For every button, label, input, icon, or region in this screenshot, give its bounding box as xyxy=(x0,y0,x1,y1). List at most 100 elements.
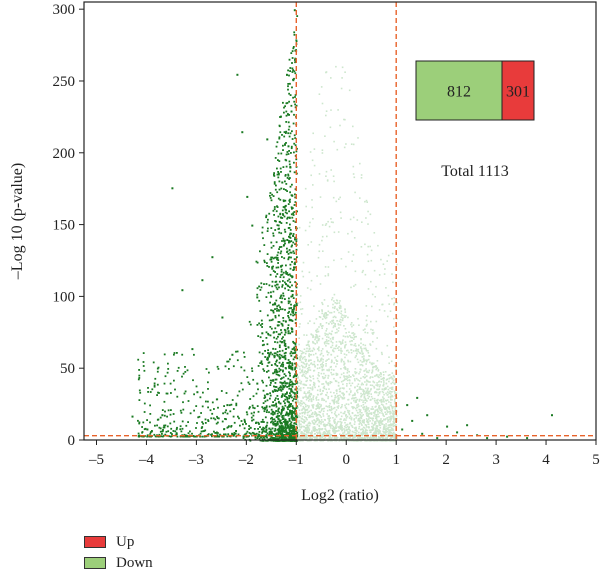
not-significant-point xyxy=(304,411,307,414)
not-significant-point xyxy=(333,437,336,440)
not-significant-point xyxy=(389,387,391,389)
significant-point xyxy=(238,390,241,393)
significant-point xyxy=(293,407,296,410)
not-significant-point xyxy=(369,390,371,393)
significant-point xyxy=(227,426,230,428)
significant-point xyxy=(283,440,286,442)
not-significant-point xyxy=(342,335,345,337)
significant-point xyxy=(262,402,265,404)
significant-point xyxy=(288,397,291,400)
significant-point xyxy=(275,386,278,388)
not-significant-point xyxy=(341,350,343,352)
significant-point xyxy=(287,85,289,88)
significant-point xyxy=(263,435,265,438)
not-significant-point xyxy=(354,421,356,423)
significant-point xyxy=(288,300,291,303)
not-significant-point xyxy=(355,377,358,380)
not-significant-point xyxy=(378,274,381,276)
not-significant-point xyxy=(356,358,359,361)
significant-point xyxy=(289,240,292,243)
significant-point xyxy=(207,419,209,421)
significant-point xyxy=(294,57,297,60)
not-significant-point xyxy=(388,401,390,403)
not-significant-points xyxy=(296,65,398,442)
significant-point xyxy=(291,86,293,89)
significant-point xyxy=(276,351,279,353)
significant-point xyxy=(291,436,294,439)
not-significant-point xyxy=(384,434,387,436)
significant-point xyxy=(153,433,156,436)
not-significant-point xyxy=(298,226,301,229)
not-significant-point xyxy=(376,415,379,418)
not-significant-point xyxy=(352,216,355,219)
not-significant-point xyxy=(308,424,311,427)
not-significant-point xyxy=(353,333,356,335)
significant-point xyxy=(280,232,283,235)
significant-point xyxy=(210,417,213,420)
not-significant-point xyxy=(321,149,324,151)
not-significant-point xyxy=(345,426,347,429)
not-significant-point xyxy=(346,425,349,428)
significant-point xyxy=(185,435,188,438)
not-significant-point xyxy=(312,184,314,186)
significant-point xyxy=(279,431,282,434)
not-significant-point xyxy=(393,382,395,385)
not-significant-point xyxy=(378,422,381,424)
significant-point xyxy=(217,368,220,370)
significant-point xyxy=(226,360,229,363)
not-significant-point xyxy=(319,433,322,436)
not-significant-point xyxy=(350,351,353,354)
significant-point xyxy=(258,434,261,436)
significant-point xyxy=(287,289,290,291)
not-significant-point xyxy=(332,373,335,376)
significant-point xyxy=(260,435,262,438)
not-significant-point xyxy=(314,411,316,413)
significant-point xyxy=(271,266,273,269)
significant-point xyxy=(253,411,255,414)
significant-point xyxy=(204,418,207,421)
not-significant-point xyxy=(335,425,337,428)
significant-point xyxy=(294,362,296,365)
significant-point xyxy=(295,150,298,153)
not-significant-point xyxy=(321,235,324,238)
not-significant-point xyxy=(329,126,332,129)
not-significant-point xyxy=(353,419,355,421)
significant-point xyxy=(269,301,271,304)
not-significant-point xyxy=(340,347,342,350)
not-significant-point xyxy=(319,405,322,408)
not-significant-point xyxy=(328,388,330,390)
not-significant-point xyxy=(330,346,332,349)
not-significant-point xyxy=(358,423,360,425)
significant-point xyxy=(283,431,286,433)
significant-point xyxy=(264,396,267,399)
not-significant-point xyxy=(344,344,346,347)
significant-point xyxy=(273,354,276,357)
significant-point xyxy=(203,435,206,438)
not-significant-point xyxy=(330,365,332,368)
significant-point xyxy=(260,428,263,431)
not-significant-point xyxy=(308,271,311,274)
legend-swatch-up xyxy=(84,536,106,548)
significant-point xyxy=(274,363,277,366)
significant-point xyxy=(283,188,285,190)
significant-point xyxy=(294,318,297,321)
not-significant-point xyxy=(335,65,337,68)
not-significant-point xyxy=(367,387,369,390)
not-significant-point xyxy=(301,431,303,433)
not-significant-point xyxy=(387,424,390,426)
significant-point xyxy=(246,376,249,378)
not-significant-point xyxy=(336,360,338,362)
not-significant-point xyxy=(330,381,333,384)
not-significant-point xyxy=(299,428,301,431)
not-significant-point xyxy=(338,320,341,323)
significant-point xyxy=(289,229,292,231)
not-significant-point xyxy=(377,421,380,424)
significant-point xyxy=(278,415,281,417)
not-significant-point xyxy=(369,377,371,379)
not-significant-point xyxy=(310,380,312,382)
not-significant-point xyxy=(385,408,388,410)
significant-point xyxy=(277,324,279,327)
not-significant-point xyxy=(372,419,374,422)
significant-point xyxy=(291,309,294,311)
significant-point xyxy=(284,308,286,311)
